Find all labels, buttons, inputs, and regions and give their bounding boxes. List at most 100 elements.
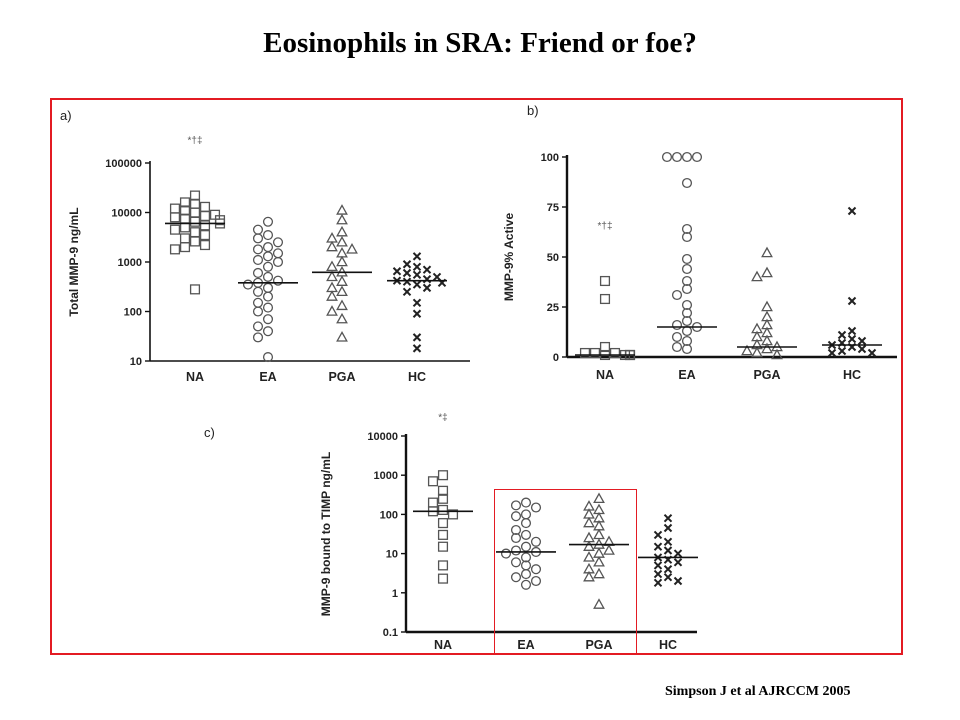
data-point-cross-stroke <box>857 336 867 346</box>
data-point-square <box>589 347 601 359</box>
x-category-label: HC <box>843 368 861 382</box>
data-point-circle <box>520 497 532 508</box>
data-point-circle <box>510 532 522 544</box>
data-point-triangle <box>326 240 338 252</box>
y-tick-label: 10000 <box>367 431 398 443</box>
data-point-triangle <box>751 270 763 282</box>
data-point-triangle <box>336 235 348 247</box>
data-point-square <box>179 222 191 233</box>
data-point-circle <box>252 224 264 235</box>
data-point-cross-stroke <box>412 262 422 272</box>
series-hc <box>387 252 447 353</box>
y-tick-label: 100000 <box>105 158 142 170</box>
data-point-circle <box>252 306 264 317</box>
data-point-square <box>199 210 211 222</box>
data-point-triangle <box>583 551 595 562</box>
y-tick-label: 1000 <box>118 257 142 269</box>
data-point-square <box>437 541 449 552</box>
data-point-triangle <box>761 246 773 258</box>
data-point-triangle <box>761 342 773 354</box>
x-category-label: EA <box>259 370 276 384</box>
data-point-square <box>447 509 459 520</box>
y-tick-label: 0 <box>553 352 559 364</box>
data-point-triangle <box>583 570 595 582</box>
data-point-cross-stroke <box>663 513 673 523</box>
data-point-circle <box>262 282 274 293</box>
data-point-cross-stroke <box>412 270 422 280</box>
y-tick-label: 0.1 <box>383 627 398 639</box>
data-point-circle <box>252 332 264 343</box>
data-point-cross-stroke <box>422 283 432 293</box>
data-point-circle <box>262 271 274 282</box>
chart-panel-1: a) Total MMP-9 ng/mL 100000 10000 1000 100 10 N… <box>60 108 470 384</box>
data-point-circle <box>252 321 264 332</box>
data-point-square <box>437 573 449 584</box>
data-point-circle <box>671 331 683 343</box>
data-point-square <box>199 220 211 231</box>
x-category-label: PGA <box>585 638 612 652</box>
data-point-square <box>189 207 201 218</box>
data-point-circle <box>262 314 274 325</box>
y-tick-label: 1000 <box>374 470 398 482</box>
data-point-cross-stroke <box>663 537 673 547</box>
data-point-square <box>199 240 211 251</box>
data-point-triangle <box>326 270 338 282</box>
data-point-triangle <box>336 299 348 311</box>
data-point-cross-stroke <box>653 530 663 540</box>
data-point-circle <box>262 302 274 313</box>
data-point-cross-stroke <box>402 260 412 269</box>
data-point-circle <box>262 326 274 337</box>
data-point-cross-stroke <box>857 344 867 354</box>
data-point-cross-stroke <box>392 267 402 276</box>
data-point-circle <box>681 343 693 355</box>
y-axis-title: MMP-9% Active <box>502 213 516 302</box>
data-point-cross-stroke <box>402 277 412 286</box>
data-point-cross-stroke <box>837 346 847 356</box>
data-point-cross-stroke <box>422 265 432 274</box>
y-tick-label: 100 <box>541 152 559 164</box>
slide-title: Eosinophils in SRA: Friend or foe? <box>263 27 697 59</box>
data-point-triangle <box>326 232 338 243</box>
data-point-circle <box>272 248 284 259</box>
series-pga <box>737 246 797 360</box>
y-tick-label: 100 <box>124 307 142 319</box>
data-point-square <box>437 493 449 504</box>
data-point-cross-stroke <box>673 549 683 558</box>
data-point-circle <box>252 233 264 244</box>
data-point-triangle <box>336 246 348 258</box>
data-point-cross-stroke <box>412 333 422 342</box>
data-point-square <box>437 504 449 515</box>
y-tick-label: 10 <box>386 549 398 561</box>
data-point-circle <box>681 231 693 243</box>
data-point-square <box>437 485 449 496</box>
data-point-triangle <box>326 290 338 301</box>
data-point-circle <box>681 223 693 235</box>
data-point-circle <box>252 286 264 297</box>
data-point-circle <box>272 237 284 248</box>
data-point-triangle <box>336 312 348 324</box>
data-point-square <box>579 347 591 359</box>
data-point-circle <box>691 151 703 163</box>
data-point-cross-stroke <box>847 206 857 216</box>
data-point-cross-stroke <box>847 334 857 344</box>
data-point-triangle <box>593 567 605 579</box>
series-na <box>413 470 473 584</box>
data-point-triangle <box>336 213 348 225</box>
data-point-triangle <box>336 255 348 267</box>
data-point-circle <box>671 289 683 301</box>
data-point-square <box>189 236 201 247</box>
x-category-label: PGA <box>328 370 355 384</box>
data-point-cross-stroke <box>653 561 663 570</box>
y-tick-label: 100 <box>380 509 398 521</box>
data-point-cross-stroke <box>663 564 673 574</box>
data-point-circle <box>262 251 274 262</box>
y-tick-label: 10000 <box>111 208 142 220</box>
data-point-circle <box>671 319 683 331</box>
data-point-cross-stroke <box>412 252 422 261</box>
data-point-cross-stroke <box>663 546 673 555</box>
data-point-circle <box>510 500 522 511</box>
x-category-label: NA <box>434 638 452 652</box>
x-category-label: EA <box>678 368 695 382</box>
data-point-circle <box>671 341 683 353</box>
